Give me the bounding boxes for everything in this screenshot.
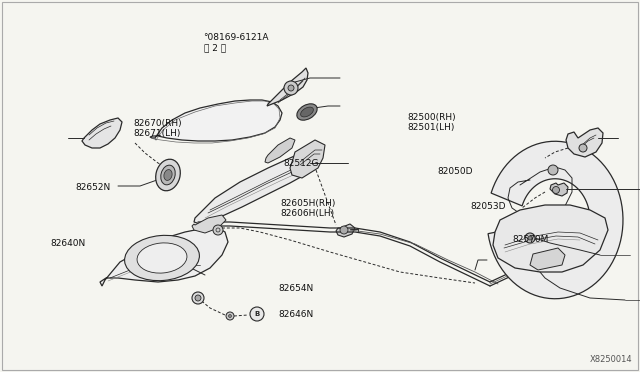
Polygon shape	[82, 118, 122, 148]
Polygon shape	[493, 205, 608, 272]
Polygon shape	[336, 224, 355, 237]
Text: 82646N: 82646N	[278, 310, 314, 319]
Text: 82512G: 82512G	[283, 159, 318, 168]
Polygon shape	[290, 140, 325, 178]
Polygon shape	[192, 215, 226, 233]
Text: 82670(RH)
82671(LH): 82670(RH) 82671(LH)	[133, 119, 182, 138]
Circle shape	[552, 186, 559, 193]
Ellipse shape	[137, 243, 187, 273]
Text: 82654N: 82654N	[278, 284, 314, 293]
Polygon shape	[530, 248, 565, 270]
Polygon shape	[194, 150, 318, 224]
Polygon shape	[550, 183, 568, 196]
Ellipse shape	[156, 159, 180, 191]
Circle shape	[213, 225, 223, 235]
Circle shape	[192, 292, 204, 304]
Text: 82652N: 82652N	[76, 183, 111, 192]
Polygon shape	[488, 141, 623, 299]
Ellipse shape	[301, 107, 314, 117]
Circle shape	[250, 307, 264, 321]
Ellipse shape	[297, 104, 317, 120]
Ellipse shape	[161, 165, 175, 185]
Ellipse shape	[164, 170, 172, 180]
Circle shape	[579, 144, 587, 152]
Text: 82053D: 82053D	[470, 202, 506, 211]
Circle shape	[228, 314, 232, 317]
Circle shape	[226, 312, 234, 320]
Ellipse shape	[125, 235, 200, 280]
Text: B: B	[254, 311, 260, 317]
Text: 82050D: 82050D	[437, 167, 472, 176]
Circle shape	[340, 226, 348, 234]
Circle shape	[548, 165, 558, 175]
Circle shape	[288, 85, 294, 91]
Polygon shape	[267, 68, 308, 106]
Circle shape	[525, 233, 535, 243]
Polygon shape	[100, 228, 228, 286]
Text: X8250014: X8250014	[589, 355, 632, 364]
Circle shape	[528, 236, 532, 240]
Polygon shape	[566, 128, 603, 157]
Polygon shape	[150, 100, 282, 141]
Text: °08169-6121A
〈 2 〉: °08169-6121A 〈 2 〉	[204, 33, 269, 52]
Text: 82500(RH)
82501(LH): 82500(RH) 82501(LH)	[408, 113, 456, 132]
Circle shape	[195, 295, 201, 301]
Polygon shape	[265, 138, 295, 163]
Text: 82570M: 82570M	[512, 235, 548, 244]
Circle shape	[284, 81, 298, 95]
Text: 82640N: 82640N	[50, 239, 85, 248]
Text: 82605H(RH)
82606H(LH): 82605H(RH) 82606H(LH)	[280, 199, 336, 218]
